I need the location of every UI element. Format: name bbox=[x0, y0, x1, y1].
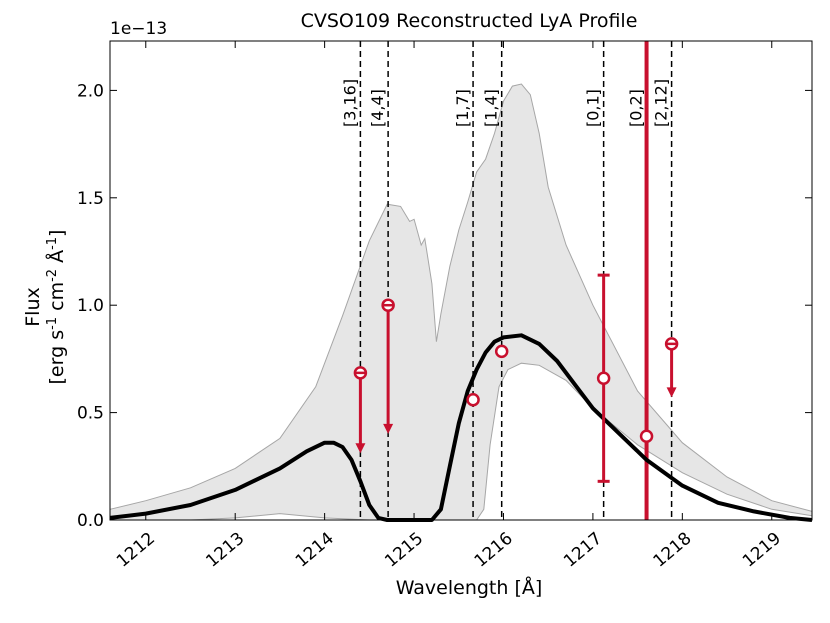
measurement-5 bbox=[639, 429, 654, 443]
measurement-1 bbox=[381, 298, 395, 434]
measurement-marker-2 bbox=[466, 392, 480, 407]
transition-label-3: [1,4] bbox=[482, 89, 501, 127]
measurement-2 bbox=[466, 392, 480, 407]
measurement-3 bbox=[494, 344, 509, 359]
chart-title: CVSO109 Reconstructed LyA Profile bbox=[301, 10, 638, 32]
x-axis-title: Wavelength [Å] bbox=[396, 576, 543, 599]
measurement-4 bbox=[596, 273, 611, 483]
y-unit-erg: [erg s bbox=[46, 330, 68, 385]
x-tick-label-3: 1215 bbox=[381, 529, 427, 572]
measurement-marker-4 bbox=[596, 371, 611, 385]
y-unit-cm: cm bbox=[46, 282, 68, 317]
transition-label-0: [3,16] bbox=[340, 79, 359, 127]
y-unit-angstrom: Å bbox=[45, 250, 68, 269]
plot-frame bbox=[109, 40, 813, 521]
transition-labels: [3,16] [4,4] [1,7] [1,4] [0,1] [0,2] [2,12] bbox=[340, 79, 670, 127]
x-tick-label-4: 1216 bbox=[471, 529, 517, 572]
measurement-6 bbox=[664, 337, 679, 398]
y-tick-label-3: 1.5 bbox=[77, 189, 104, 209]
y-unit-sup1: -1 bbox=[45, 317, 60, 330]
y-axis-ticks: 0.0 0.5 1.0 1.5 2.0 bbox=[77, 81, 812, 531]
x-tick-label-0: 1212 bbox=[113, 529, 159, 572]
y-tick-label-1: 0.5 bbox=[77, 404, 104, 424]
y-unit-sup3: -1 bbox=[45, 237, 60, 250]
measurement-0 bbox=[353, 366, 368, 454]
upper-limit-arrow-6 bbox=[666, 387, 677, 398]
y-tick-label-2: 1.0 bbox=[77, 296, 104, 316]
x-tick-label-7: 1219 bbox=[739, 529, 785, 572]
upper-limit-arrow-0 bbox=[355, 443, 366, 454]
y-offset-label: 1e−13 bbox=[110, 19, 167, 39]
x-tick-label-1: 1213 bbox=[202, 529, 248, 572]
transition-label-2: [1,7] bbox=[453, 89, 472, 127]
x-tick-label-5: 1217 bbox=[560, 529, 606, 572]
measurements bbox=[353, 273, 679, 483]
y-unit-close: ] bbox=[46, 230, 68, 237]
y-unit-sup2: -2 bbox=[45, 269, 60, 282]
model-profile-line bbox=[109, 333, 813, 522]
transition-label-6: [2,12] bbox=[652, 79, 671, 127]
measurement-marker-5 bbox=[639, 429, 654, 443]
y-tick-label-4: 2.0 bbox=[77, 81, 104, 101]
x-tick-label-6: 1218 bbox=[650, 529, 696, 572]
uncertainty-band bbox=[110, 84, 812, 520]
transition-label-5: [0,2] bbox=[627, 89, 646, 127]
transition-label-4: [0,1] bbox=[584, 89, 603, 127]
uncertainty-band-upper-edge bbox=[109, 83, 813, 512]
y-tick-label-0: 0.0 bbox=[77, 511, 104, 531]
upper-limit-arrow-1 bbox=[383, 423, 394, 434]
transition-label-1: [4,4] bbox=[368, 89, 387, 127]
uncertainty-band-lower-edge bbox=[110, 362, 813, 521]
y-axis-title-line1: Flux bbox=[22, 287, 44, 327]
y-axis-title: Flux [erg s-1 cm-2 Å-1] bbox=[22, 230, 68, 385]
measurement-marker-3 bbox=[494, 344, 509, 359]
y-axis-title-line2: [erg s-1 cm-2 Å-1] bbox=[45, 230, 69, 385]
x-tick-label-2: 1214 bbox=[292, 529, 338, 572]
